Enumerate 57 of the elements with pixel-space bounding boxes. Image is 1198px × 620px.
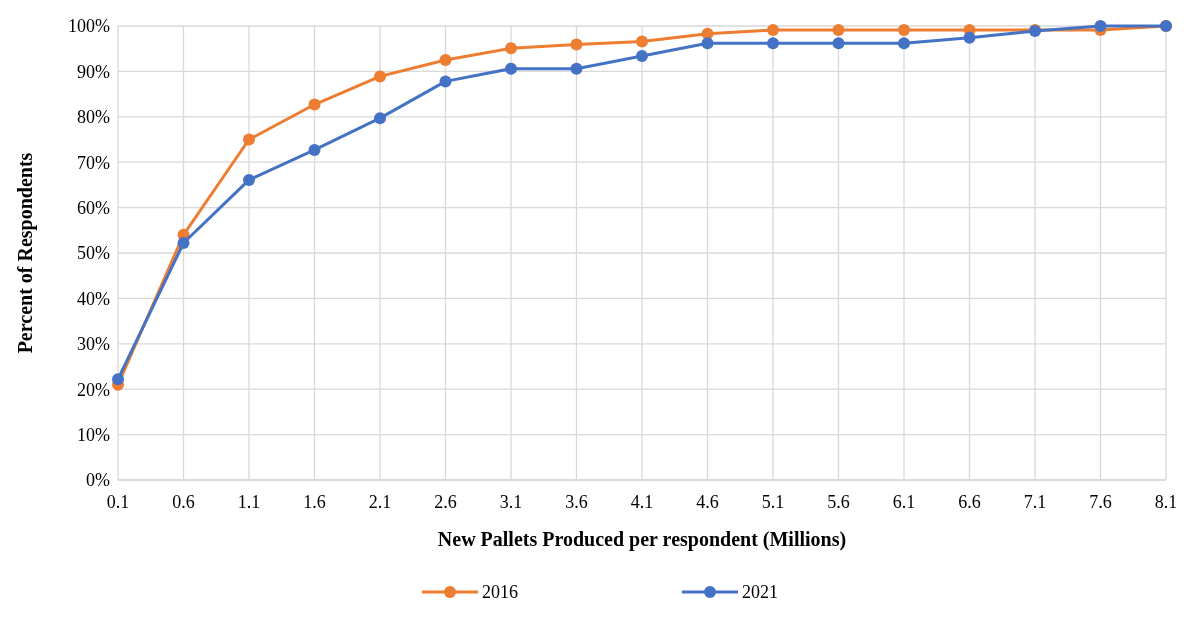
y-tick-label: 20% [77, 379, 110, 400]
point [308, 143, 321, 156]
legend-label: 2016 [482, 582, 518, 603]
y-tick-label: 90% [77, 61, 110, 82]
x-tick-label: 8.1 [1154, 492, 1178, 512]
point [505, 62, 517, 75]
legend-label: 2021 [742, 582, 778, 603]
x-tick-label: 0.6 [172, 492, 195, 512]
y-tick-label: 60% [77, 197, 110, 218]
x-tick-label: 6.6 [958, 492, 981, 512]
x-tick-label: 1.6 [303, 492, 326, 512]
point [832, 24, 845, 37]
point [177, 237, 190, 250]
point [767, 24, 779, 37]
x-tick-label: 2.1 [368, 492, 392, 512]
x-tick-label: 1.1 [237, 492, 261, 512]
x-tick-label: 6.1 [892, 492, 916, 512]
point [374, 70, 386, 83]
x-tick-label: 7.1 [1023, 492, 1047, 512]
point [701, 37, 714, 50]
point [898, 24, 910, 37]
point [832, 37, 845, 50]
x-tick-label: 2.6 [434, 492, 457, 512]
point [898, 37, 910, 50]
y-tick-label: 50% [77, 243, 110, 264]
x-tick-label: 5.6 [827, 492, 850, 512]
point [243, 133, 255, 146]
x-tick-label: 7.6 [1089, 492, 1112, 512]
y-tick-label: 40% [77, 288, 110, 309]
y-tick-label: 0% [86, 470, 110, 491]
point [308, 98, 321, 111]
x-tick-label: 4.6 [696, 492, 719, 512]
point [636, 49, 648, 62]
point [963, 31, 976, 44]
point [243, 173, 255, 186]
point [374, 112, 386, 125]
y-tick-label: 10% [77, 424, 110, 445]
point [505, 42, 517, 55]
point [767, 37, 779, 50]
point [570, 62, 583, 75]
y-tick-label: 100% [68, 16, 110, 37]
x-tick-label: 3.1 [499, 492, 523, 512]
y-tick-label: 30% [77, 334, 110, 355]
point [439, 75, 452, 88]
y-axis-title: Percent of Respondents [14, 152, 37, 354]
point [570, 38, 583, 51]
x-tick-label: 5.1 [761, 492, 785, 512]
y-tick-label: 80% [77, 107, 110, 128]
x-tick-label: 4.1 [630, 492, 654, 512]
x-axis-title: New Pallets Produced per respondent (Millions) [437, 528, 847, 551]
point [1094, 20, 1107, 32]
point [636, 35, 648, 48]
point [112, 373, 124, 386]
x-tick-label: 3.6 [565, 492, 588, 512]
y-tick-label: 70% [77, 152, 110, 173]
x-tick-label: 0.1 [106, 492, 130, 512]
point [439, 54, 452, 67]
